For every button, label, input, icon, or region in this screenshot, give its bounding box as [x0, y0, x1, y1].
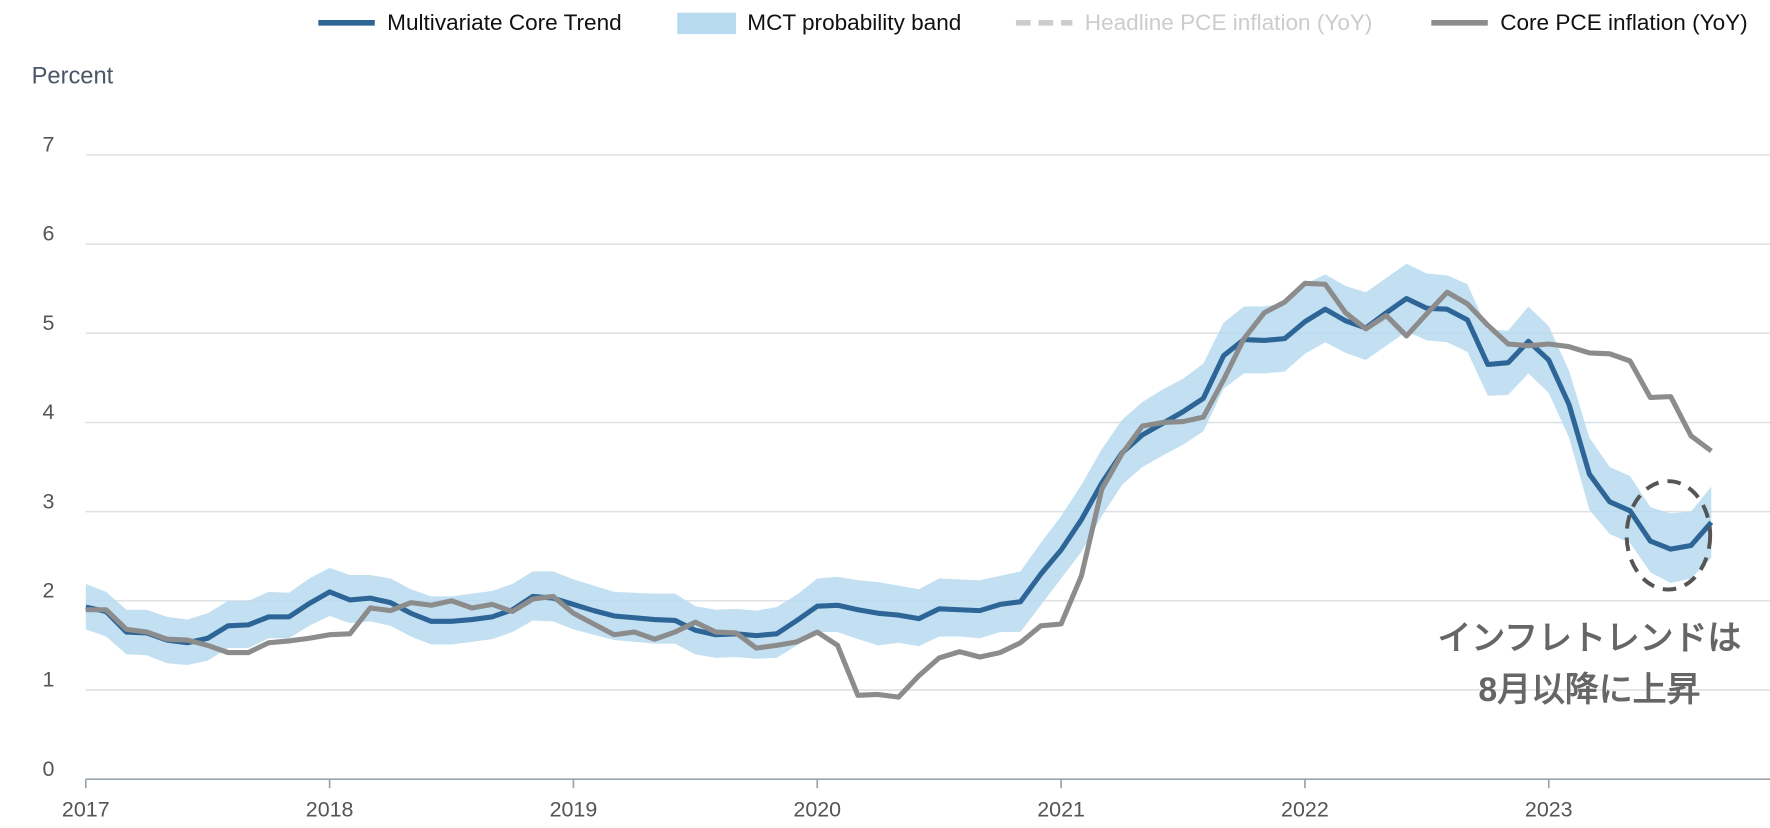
legend-item[interactable]: Multivariate Core Trend	[318, 10, 622, 35]
x-tick-label: 2021	[1037, 797, 1085, 821]
legend-item[interactable]: Core PCE inflation (YoY)	[1431, 10, 1748, 35]
legend-item[interactable]: MCT probability band	[677, 10, 961, 35]
x-tick-label: 2018	[306, 797, 354, 821]
y-tick-label: 5	[43, 311, 55, 335]
highlight-circle	[1624, 479, 1713, 592]
y-tick-label: 4	[43, 400, 55, 424]
line-series	[85, 280, 1713, 700]
y-axis-label: Percent	[32, 63, 114, 89]
x-tick-label: 2023	[1525, 797, 1573, 821]
legend-item[interactable]: Headline PCE inflation (YoY)	[1015, 10, 1373, 35]
x-tick-label: 2019	[550, 797, 598, 821]
y-tick-label: 0	[43, 757, 55, 781]
legend-swatch	[677, 12, 736, 35]
x-tick-label: 2022	[1281, 797, 1329, 821]
annotation: インフレトレンドは	[1438, 619, 1742, 657]
y-tick-label: 3	[43, 489, 55, 513]
legend-label: Headline PCE inflation (YoY)	[1085, 10, 1373, 35]
line-series	[85, 295, 1714, 646]
y-tick-label: 7	[43, 133, 55, 157]
legend-label: MCT probability band	[747, 10, 961, 35]
annotation: 8月以降に上昇	[1478, 671, 1700, 709]
legend-label: Multivariate Core Trend	[387, 10, 622, 35]
legend-label: Core PCE inflation (YoY)	[1500, 10, 1747, 35]
y-tick-label: 6	[43, 222, 55, 246]
x-tick-label: 2017	[62, 797, 110, 821]
y-tick-label: 2	[43, 578, 55, 602]
y-tick-label: 1	[43, 668, 55, 692]
x-tick-label: 2020	[793, 797, 841, 821]
